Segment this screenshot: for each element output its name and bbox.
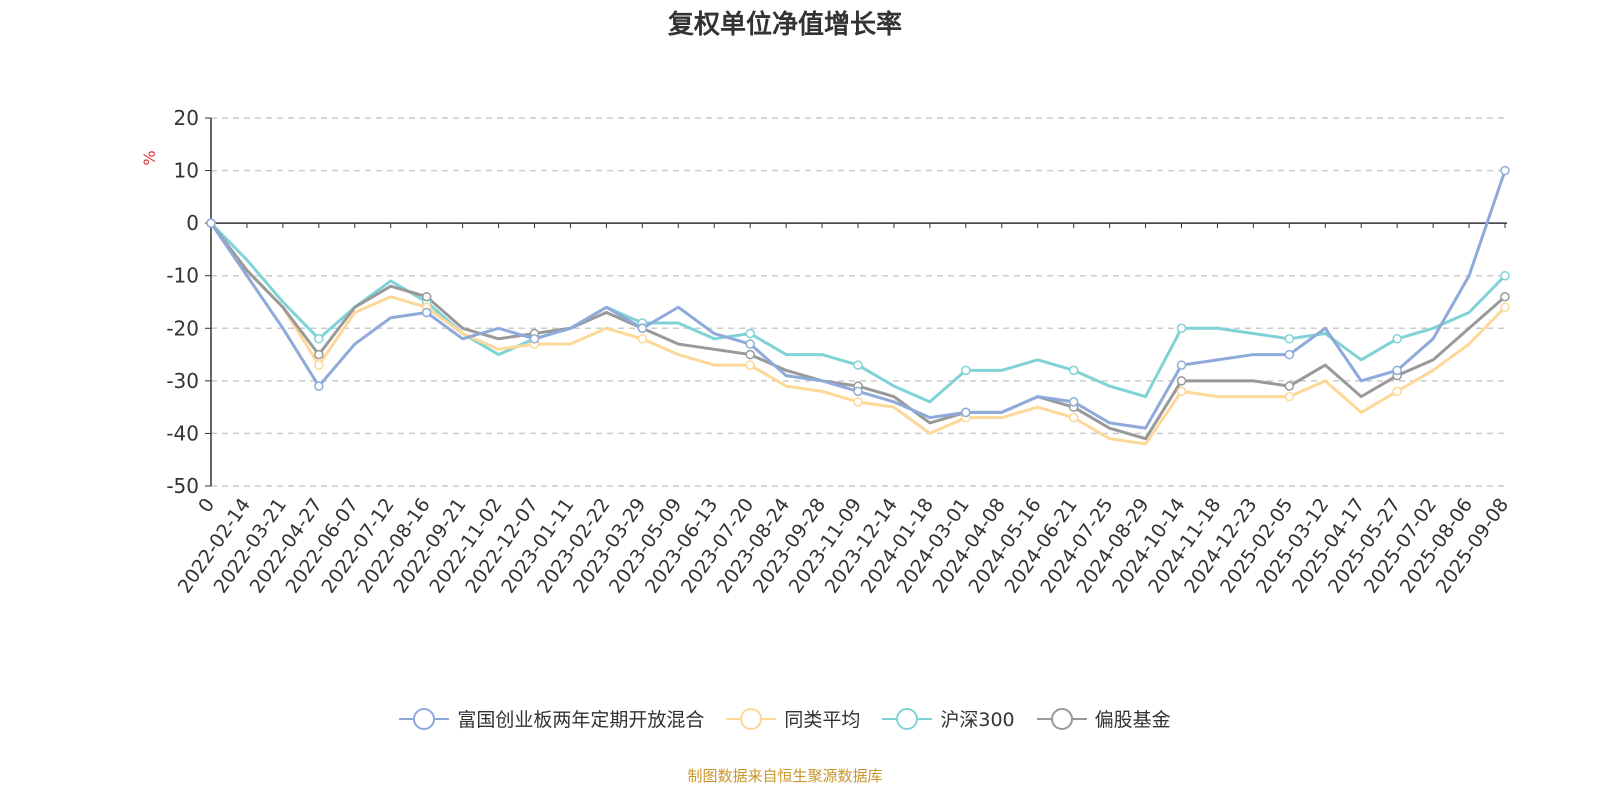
y-tick-label: -40 <box>166 421 199 445</box>
data-point <box>421 307 432 318</box>
data-point <box>1392 334 1402 344</box>
data-point <box>314 349 324 360</box>
data-point <box>961 407 971 418</box>
data-point <box>853 386 863 397</box>
data-point <box>1176 323 1187 334</box>
legend-marker-icon <box>726 707 777 730</box>
legend-item[interactable]: 沪深300 <box>882 705 1015 732</box>
data-point <box>961 365 971 376</box>
y-tick-label: 20 <box>174 106 199 130</box>
data-point <box>1068 397 1079 407</box>
data-point <box>1500 270 1510 281</box>
legend-label: 同类平均 <box>784 709 861 731</box>
y-axis-label: % <box>140 150 159 165</box>
data-point <box>1284 391 1295 402</box>
data-point <box>1068 365 1079 376</box>
data-point <box>1284 349 1295 360</box>
data-point <box>314 334 324 344</box>
data-point <box>314 381 324 391</box>
y-tick-label: -10 <box>166 264 199 288</box>
data-point <box>1068 412 1079 423</box>
y-tick-label: -30 <box>166 369 199 393</box>
data-point <box>1284 381 1295 391</box>
data-point <box>1500 291 1510 302</box>
data-point <box>206 218 216 228</box>
legend-label: 沪深300 <box>940 709 1015 731</box>
y-tick-label: 10 <box>174 159 199 183</box>
data-point <box>1500 302 1510 313</box>
legend: 富国创业板两年定期开放混合 同类平均 沪深300 偏股基金 <box>0 705 1570 732</box>
data-point <box>421 291 432 302</box>
data-point <box>529 334 540 344</box>
data-point <box>745 328 755 339</box>
data-point <box>637 323 648 334</box>
y-tick-label: 0 <box>186 211 199 235</box>
data-point <box>1176 386 1187 397</box>
chart-title: 复权单位净值增长率 <box>667 10 902 40</box>
data-point <box>1392 365 1402 376</box>
data-point <box>314 360 324 370</box>
legend-item[interactable]: 富国创业板两年定期开放混合 <box>399 705 704 732</box>
legend-item[interactable]: 同类平均 <box>726 705 860 732</box>
legend-label: 富国创业板两年定期开放混合 <box>457 709 705 731</box>
legend-item[interactable]: 偏股基金 <box>1036 705 1171 732</box>
legend-marker-icon <box>399 707 450 730</box>
data-point <box>1284 334 1295 344</box>
data-point <box>745 349 755 360</box>
data-point <box>1176 376 1187 386</box>
source-note: 制图数据来自恒生聚源数据库 <box>687 767 883 785</box>
y-tick-label: -50 <box>166 474 199 498</box>
x-tick-label: 0 <box>194 494 219 517</box>
data-point <box>637 334 648 344</box>
data-point <box>853 397 863 407</box>
data-point <box>745 339 755 349</box>
legend-marker-icon <box>1036 707 1087 730</box>
y-tick-label: -20 <box>166 316 199 340</box>
data-point <box>1176 360 1187 370</box>
legend-label: 偏股基金 <box>1094 709 1171 731</box>
series-line <box>209 222 1507 446</box>
data-point <box>1392 386 1402 397</box>
data-point <box>853 360 863 370</box>
data-point <box>1500 165 1510 176</box>
data-point <box>745 360 755 370</box>
legend-marker-icon <box>882 707 933 730</box>
